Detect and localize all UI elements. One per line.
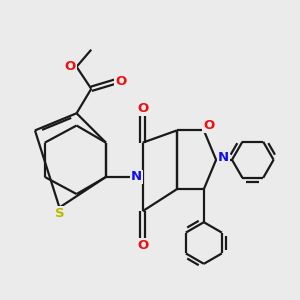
Text: O: O (203, 119, 214, 132)
Text: N: N (218, 151, 229, 164)
Text: O: O (137, 239, 148, 252)
Text: O: O (115, 75, 126, 88)
Text: O: O (65, 60, 76, 73)
Text: O: O (137, 102, 148, 115)
Text: N: N (131, 170, 142, 183)
Text: S: S (55, 207, 64, 220)
